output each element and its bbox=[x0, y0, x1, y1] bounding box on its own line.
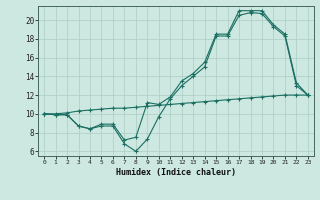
X-axis label: Humidex (Indice chaleur): Humidex (Indice chaleur) bbox=[116, 168, 236, 177]
